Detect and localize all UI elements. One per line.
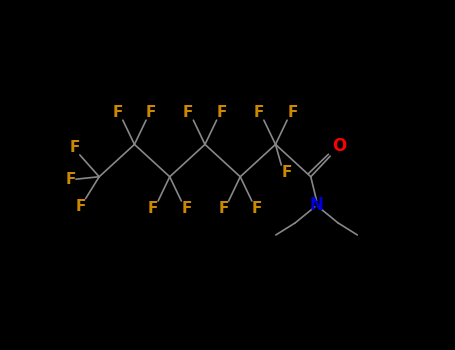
Text: F: F: [182, 201, 192, 216]
Text: F: F: [281, 165, 292, 180]
Text: F: F: [252, 201, 262, 216]
Text: F: F: [287, 105, 298, 120]
Text: F: F: [75, 198, 86, 214]
Text: F: F: [66, 172, 76, 187]
Text: N: N: [310, 196, 324, 213]
Text: F: F: [253, 105, 264, 120]
Text: F: F: [70, 140, 80, 155]
Text: F: F: [146, 105, 157, 120]
Text: F: F: [183, 105, 193, 120]
Text: F: F: [148, 201, 158, 216]
Text: F: F: [112, 105, 123, 120]
Text: O: O: [332, 137, 346, 155]
Text: F: F: [218, 201, 228, 216]
Text: F: F: [217, 105, 227, 120]
